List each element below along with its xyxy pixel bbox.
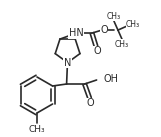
Text: CH₃: CH₃: [29, 125, 45, 133]
Text: O: O: [87, 98, 94, 108]
Text: O: O: [93, 46, 101, 56]
Text: CH₃: CH₃: [107, 12, 121, 21]
Text: CH₃: CH₃: [115, 40, 129, 49]
Text: N: N: [64, 58, 71, 68]
Text: HN: HN: [69, 28, 83, 38]
Text: CH₃: CH₃: [126, 20, 140, 29]
Text: O: O: [100, 25, 108, 35]
Text: OH: OH: [104, 74, 119, 84]
